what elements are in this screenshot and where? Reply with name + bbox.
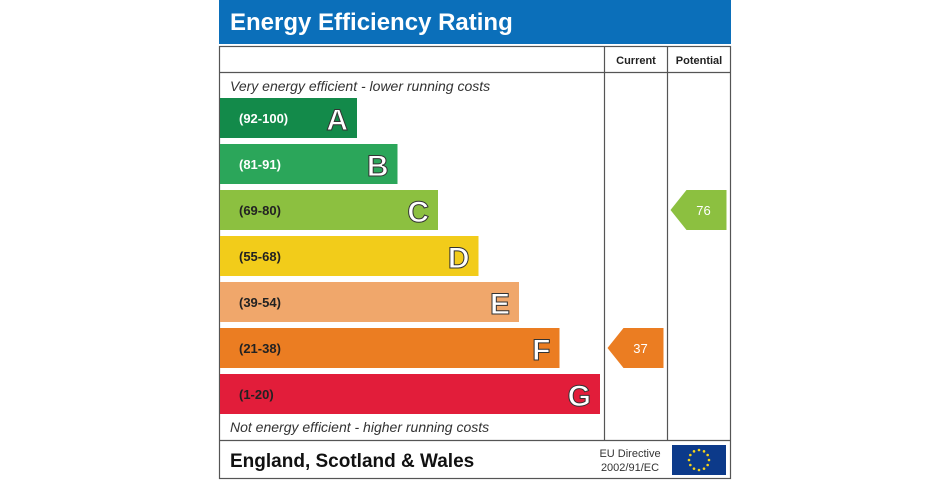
potential-rating-arrow [670, 190, 727, 230]
eu-star-icon [689, 453, 692, 457]
eu-star-icon [687, 458, 691, 462]
potential-column-header: Potential [676, 55, 722, 67]
eu-stars [687, 448, 711, 472]
rating-indicators: 37 76 [607, 190, 727, 368]
band-a-range: (92-100) [239, 111, 288, 126]
band-d-letter: D [448, 242, 470, 275]
eu-star-icon [689, 463, 692, 467]
potential-rating-value: 76 [696, 203, 710, 218]
eu-star-icon [692, 450, 696, 453]
band-e-letter: E [490, 288, 510, 321]
band-b-bar [220, 144, 398, 184]
current-rating-value: 37 [633, 341, 647, 356]
current-column-header: Current [616, 55, 656, 67]
current-rating-arrow [607, 328, 664, 368]
eu-star-icon [692, 467, 696, 470]
band-b-range: (81-91) [239, 157, 281, 172]
eu-directive-line1: EU Directive [599, 448, 660, 460]
eu-star-icon [706, 453, 709, 457]
eu-star-icon [697, 468, 701, 472]
band-d-range: (55-68) [239, 249, 281, 264]
eu-star-icon [702, 467, 706, 470]
eu-star-icon [706, 463, 709, 467]
band-g-bar [220, 374, 600, 414]
band-c-letter: C [407, 196, 429, 229]
band-c-bar [220, 190, 438, 230]
band-a-bar [220, 98, 357, 138]
band-d-bar [220, 236, 479, 276]
eu-star-icon [702, 450, 706, 453]
band-g-range: (1-20) [239, 387, 274, 402]
header-bar [219, 0, 731, 44]
band-e-bar [220, 282, 519, 322]
band-g-letter: G [568, 380, 591, 413]
rating-bands: (92-100) A (81-91) B (69-80) C (55-68) D (39-54)… [220, 98, 600, 414]
region-label: England, Scotland & Wales [230, 451, 474, 472]
band-f-letter: F [532, 334, 550, 367]
top-note: Very energy efficient - lower running co… [230, 78, 490, 94]
chart-title: Energy Efficiency Rating [230, 9, 513, 36]
eu-directive-line2: 2002/91/EC [601, 462, 659, 474]
bottom-note: Not energy efficient - higher running co… [230, 419, 489, 435]
band-f-range: (21-38) [239, 341, 281, 356]
band-b-letter: B [367, 150, 389, 183]
eu-star-icon [697, 448, 701, 452]
band-c-range: (69-80) [239, 203, 281, 218]
band-f-bar [220, 328, 560, 368]
chart-frame [218, 45, 732, 480]
eu-star-icon [707, 458, 711, 462]
band-e-range: (39-54) [239, 295, 281, 310]
band-a-letter: A [326, 104, 348, 137]
